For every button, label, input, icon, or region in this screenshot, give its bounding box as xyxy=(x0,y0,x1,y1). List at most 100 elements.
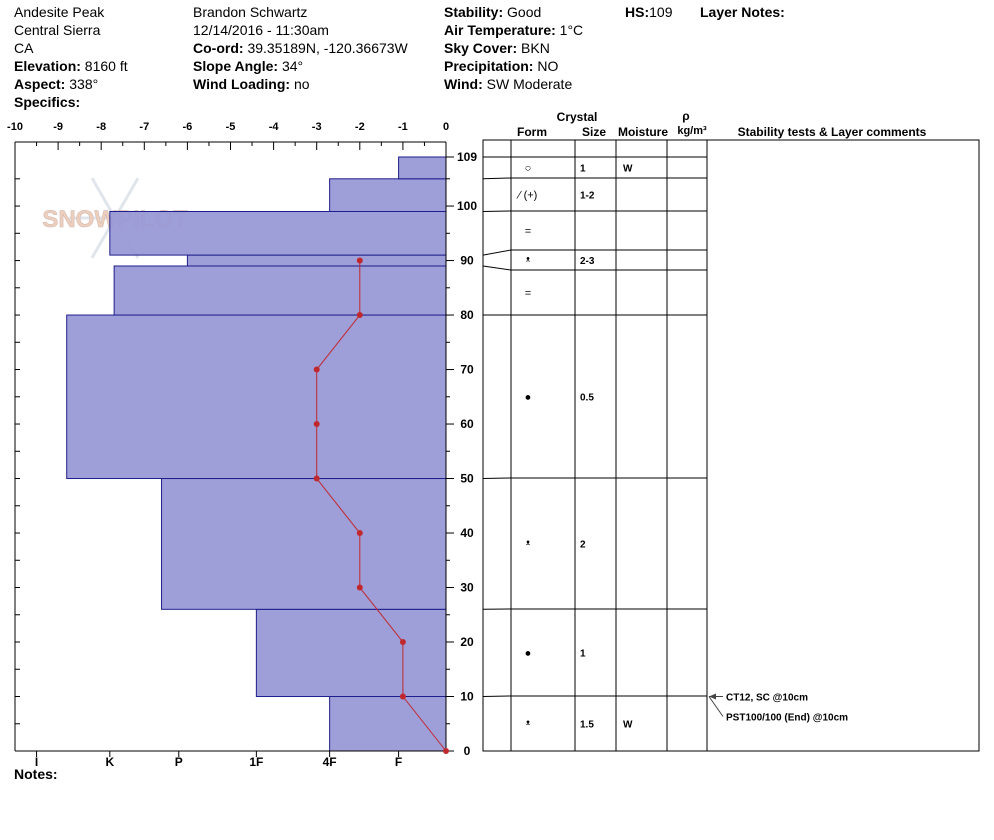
notes-row: Notes: xyxy=(14,765,58,783)
notes-label: Notes: xyxy=(14,766,58,782)
wind-label: Wind: xyxy=(444,76,483,92)
specifics-row: Specifics: xyxy=(14,93,128,111)
sky-cover-label: Sky Cover: xyxy=(444,40,518,56)
row-connector xyxy=(482,265,512,271)
size-header: Size xyxy=(582,125,606,139)
height-tick-label: 90 xyxy=(460,254,474,268)
crystal-form-symbol: = xyxy=(525,226,531,238)
coord-value: 39.35189N, -120.36673W xyxy=(247,40,408,56)
temperature-point xyxy=(313,475,320,482)
temp-tick-label: -4 xyxy=(269,121,280,133)
hardness-label: I xyxy=(35,755,38,769)
hs-row: HS:109 xyxy=(625,3,672,21)
row-connector xyxy=(482,177,512,180)
crystal-size: 1 xyxy=(580,164,586,175)
header-col1: Andesite Peak Central Sierra CA Elevatio… xyxy=(14,3,128,111)
crystal-form-symbol: = xyxy=(525,288,531,300)
temperature-point xyxy=(356,312,363,319)
specifics-label: Specifics: xyxy=(14,94,81,110)
hardness-bar xyxy=(329,696,447,752)
layer-notes-row: Layer Notes: xyxy=(700,3,785,21)
air-temp-row: Air Temperature: 1°C xyxy=(444,21,583,39)
stability-test-arrowhead xyxy=(709,693,716,700)
hardness-label: 1F xyxy=(249,755,263,769)
temperature-point xyxy=(356,257,363,264)
crystal-size: 2-3 xyxy=(580,256,595,267)
temp-tick-label: -2 xyxy=(355,121,365,133)
crystal-form-symbol: ● xyxy=(525,392,532,404)
observer-name: Brandon Schwartz xyxy=(193,4,308,20)
temperature-point xyxy=(399,639,406,646)
hardness-label: P xyxy=(175,755,183,769)
hs-label: HS: xyxy=(625,4,650,20)
state-name: CA xyxy=(14,40,34,56)
coord-label: Co-ord: xyxy=(193,40,244,56)
crystal-form-symbol: ● xyxy=(525,648,532,660)
header-col2: Brandon Schwartz 12/14/2016 - 11:30am Co… xyxy=(193,3,408,93)
temp-tick-label: -9 xyxy=(53,121,63,133)
temp-tick-label: 0 xyxy=(443,121,449,133)
aspect-label: Aspect: xyxy=(14,76,66,92)
crystal-form-symbol: ᵜ xyxy=(526,255,531,267)
temperature-line xyxy=(316,260,447,752)
crystal-form-symbol: ᵜ xyxy=(526,539,531,551)
hardness-bar xyxy=(329,178,447,212)
crystal-header: Crystal xyxy=(557,110,598,124)
moisture-value: W xyxy=(623,720,633,731)
stability-test-text: PST100/100 (End) @10cm xyxy=(726,713,848,724)
sky-cover-row: Sky Cover: BKN xyxy=(444,39,583,57)
temp-tick-label: -3 xyxy=(312,121,322,133)
elevation-label: Elevation: xyxy=(14,58,81,74)
stability-value: Good xyxy=(507,4,542,20)
row-connector xyxy=(482,695,512,698)
temperature-point xyxy=(356,584,363,591)
wind-loading-value: no xyxy=(293,76,310,92)
temperature-point xyxy=(443,748,449,754)
row-connector xyxy=(482,477,512,480)
height-tick-label: 109 xyxy=(457,150,477,164)
temperature-point xyxy=(313,421,320,428)
crystal-size: 0.5 xyxy=(580,393,594,404)
height-tick-label: 10 xyxy=(460,690,474,704)
height-tick-label: 70 xyxy=(460,363,474,377)
elevation-value: 8160 ft xyxy=(84,58,128,74)
temperature-point xyxy=(399,693,406,700)
layer-notes-label: Layer Notes: xyxy=(700,4,785,20)
location-name: Andesite Peak xyxy=(14,4,105,20)
observation-datetime: 12/14/2016 - 11:30am xyxy=(193,22,329,38)
hardness-label: F xyxy=(395,755,402,769)
precip-label: Precipitation: xyxy=(444,58,534,74)
crystal-size: 1-2 xyxy=(580,191,595,202)
hardness-bar xyxy=(161,478,447,610)
air-temp-value: 1°C xyxy=(559,22,584,38)
precip-row: Precipitation: NO xyxy=(444,57,583,75)
slope-row: Slope Angle: 34° xyxy=(193,57,408,75)
temp-tick-label: -7 xyxy=(139,121,149,133)
crystal-form-symbol: ∕ (+) xyxy=(516,190,538,202)
temp-tick-label: -10 xyxy=(7,121,23,133)
height-tick-label: 0 xyxy=(464,744,471,758)
rho-header: ρ xyxy=(682,109,689,123)
temp-tick-label: -1 xyxy=(398,121,408,133)
hs-value: 109 xyxy=(649,4,673,20)
precip-value: NO xyxy=(537,58,559,74)
wind-loading-label: Wind Loading: xyxy=(193,76,291,92)
coord-row: Co-ord: 39.35189N, -120.36673W xyxy=(193,39,408,57)
density-unit-header: kg/m³ xyxy=(677,125,707,137)
height-tick-label: 80 xyxy=(460,308,474,322)
hardness-bar xyxy=(109,210,447,256)
aspect-value: 338° xyxy=(69,76,99,92)
temp-tick-label: -8 xyxy=(96,121,106,133)
crystal-form-symbol: ᵜ xyxy=(526,719,531,731)
hardness-bar xyxy=(186,254,447,267)
slope-label: Slope Angle: xyxy=(193,58,279,74)
region-name: Central Sierra xyxy=(14,22,101,38)
hardness-bar xyxy=(398,156,447,180)
stability-row: Stability: Good xyxy=(444,3,583,21)
sky-cover-value: BKN xyxy=(521,40,550,56)
height-tick-label: 20 xyxy=(460,635,474,649)
temperature-point xyxy=(356,530,363,537)
height-tick-label: 50 xyxy=(460,472,474,486)
layer-table-frame xyxy=(482,139,980,752)
hardness-label: 4F xyxy=(323,755,337,769)
